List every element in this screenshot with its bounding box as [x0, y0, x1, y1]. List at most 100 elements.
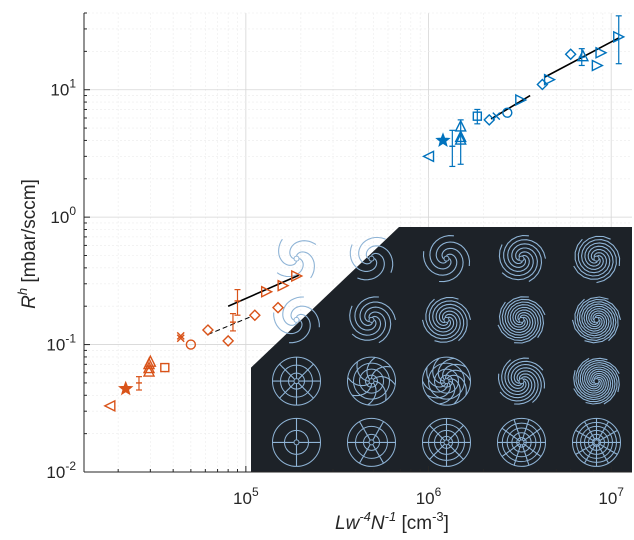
inset-arm — [448, 424, 464, 441]
inset-arm — [581, 239, 621, 270]
inset-arm — [289, 240, 317, 260]
inset-arm — [513, 367, 542, 403]
marker-triangle-right — [277, 279, 290, 292]
data-point — [564, 48, 577, 61]
inset-pattern — [272, 356, 321, 406]
inset-arm — [513, 444, 522, 466]
inset-arm — [514, 370, 539, 405]
y-tick-exp: -1 — [65, 332, 76, 346]
marker-diamond — [201, 324, 214, 337]
inset-pattern — [497, 417, 546, 467]
y-tick-exp: -2 — [65, 459, 76, 473]
inset-arm — [426, 366, 447, 388]
inset-center — [368, 316, 375, 323]
inset-pattern — [421, 296, 472, 343]
inset-arm — [578, 298, 622, 334]
inset-arm — [296, 251, 315, 279]
inset-pattern — [272, 417, 321, 467]
inset-arm — [598, 443, 618, 455]
inset-arm — [429, 424, 445, 441]
inset-image — [251, 227, 632, 472]
inset-pattern — [498, 234, 547, 282]
y-tick-base: 10 — [50, 208, 69, 227]
y-label-sup: h — [15, 288, 30, 295]
inset-arm — [359, 301, 397, 326]
inset-arm — [507, 239, 547, 268]
inset-arm — [597, 421, 609, 441]
inset-arm — [507, 360, 544, 389]
data-point — [421, 150, 435, 163]
y-tick-base: 10 — [46, 336, 65, 355]
inset-center — [518, 316, 525, 323]
inset-arm — [573, 368, 614, 403]
inset-center — [293, 316, 300, 323]
inset-arm — [574, 298, 612, 339]
inset-arm — [422, 380, 448, 393]
y-label-base: R — [19, 295, 40, 309]
marker-triangle-left — [103, 399, 116, 413]
marker-diamond — [483, 113, 496, 126]
inset-pattern — [422, 417, 471, 467]
inset-center — [368, 378, 375, 385]
inset-pattern — [422, 235, 471, 283]
inset-center — [593, 255, 600, 262]
inset-center — [593, 378, 600, 385]
data-point — [185, 339, 197, 350]
inset-arm — [497, 373, 533, 399]
inset-center — [518, 378, 525, 385]
inset-arm — [366, 356, 376, 380]
inset-arm — [575, 443, 595, 455]
inset-arm — [448, 378, 461, 405]
inset-center — [443, 255, 450, 262]
marker-triangle-left — [421, 150, 435, 163]
inset-center — [368, 439, 375, 446]
inset-arm — [435, 303, 468, 342]
data-point — [454, 129, 467, 143]
inset-arm — [503, 234, 530, 272]
x-label-base: Lw — [335, 513, 361, 534]
inset-arm — [279, 363, 295, 380]
inset-arm — [358, 236, 386, 265]
inset-arm — [583, 303, 617, 344]
y-axis-label: Rh [mbar/sccm] — [15, 179, 40, 309]
inset-arm — [359, 444, 371, 464]
inset-arm — [352, 383, 373, 397]
inset-center — [518, 439, 525, 446]
inset-arm — [575, 357, 609, 398]
inset-pattern — [276, 238, 317, 279]
inset-arm — [501, 443, 520, 457]
inset-arm — [279, 382, 295, 399]
inset-arm — [282, 296, 304, 326]
inset-arm — [510, 363, 546, 389]
inset-arm — [498, 301, 536, 339]
inset-arm — [367, 382, 377, 406]
data-point — [142, 361, 156, 374]
inset-pattern — [572, 417, 621, 467]
data-point — [201, 324, 214, 337]
inset-arm — [571, 305, 615, 341]
inset-arm — [501, 359, 530, 396]
inset-arm — [581, 301, 619, 342]
inset-pattern — [349, 236, 394, 281]
data-point — [260, 285, 274, 298]
inset-arm — [290, 305, 320, 328]
marker-x — [492, 112, 501, 121]
inset-arm — [507, 301, 545, 338]
marker-diamond — [248, 309, 261, 322]
fit-line — [207, 316, 251, 335]
inset-arm — [501, 247, 538, 281]
data-point — [176, 334, 185, 343]
x-label-unit-base: [cm — [396, 513, 432, 534]
marker-triangle-right — [613, 30, 626, 43]
inset-arm — [365, 245, 394, 273]
inset-pattern — [422, 356, 471, 406]
inset-arm — [438, 380, 456, 405]
inset-arm — [584, 421, 596, 441]
inset-arm — [372, 444, 384, 464]
inset-arm — [577, 357, 608, 396]
inset-arm — [347, 377, 370, 387]
inset-arm — [425, 298, 458, 336]
x-tick-exp: 6 — [435, 485, 442, 499]
inset-pattern — [571, 296, 622, 344]
